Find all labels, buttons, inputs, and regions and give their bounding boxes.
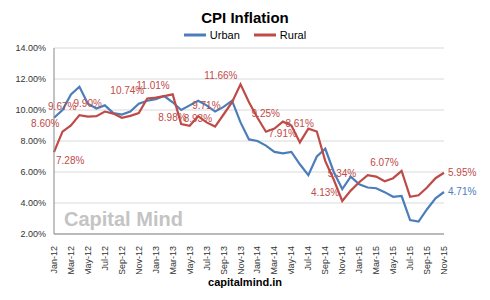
svg-text:10.00%: 10.00% — [15, 105, 46, 115]
svg-text:May-14: May-14 — [286, 246, 296, 274]
svg-text:May-12: May-12 — [83, 246, 93, 274]
svg-text:May-15: May-15 — [388, 246, 398, 274]
svg-text:Nov-14: Nov-14 — [337, 246, 347, 274]
svg-text:Mar-13: Mar-13 — [168, 246, 178, 274]
svg-text:9.90%: 9.90% — [74, 98, 102, 109]
html-text:Urban: Urban — [209, 29, 240, 41]
svg-text:6.07%: 6.07% — [370, 157, 398, 168]
html-text:CPI Inflation: CPI Inflation — [201, 9, 289, 26]
svg-text:7.91%: 7.91% — [269, 128, 297, 139]
svg-text:9.71%: 9.71% — [192, 100, 220, 111]
svg-text:10.74%: 10.74% — [110, 84, 145, 96]
svg-text:5.95%: 5.95% — [448, 167, 476, 178]
svg-text:Jul-14: Jul-14 — [303, 246, 313, 271]
svg-text:4.71%: 4.71% — [448, 186, 476, 197]
svg-text:Sep-15: Sep-15 — [422, 246, 432, 274]
html-text:capitalmind.in: capitalmind.in — [208, 276, 282, 288]
svg-text:Jan-12: Jan-12 — [49, 246, 59, 274]
svg-text:11.01%: 11.01% — [137, 80, 170, 91]
svg-text:Nov-15: Nov-15 — [439, 246, 449, 274]
svg-text:8.00%: 8.00% — [20, 136, 46, 146]
svg-text:Sep-13: Sep-13 — [219, 246, 229, 274]
html-text:Rural: Rural — [279, 29, 307, 41]
svg-text:Mar-12: Mar-12 — [66, 246, 76, 274]
svg-text:Jan-13: Jan-13 — [151, 246, 161, 274]
svg-text:6.00%: 6.00% — [20, 167, 46, 177]
svg-text:Sep-14: Sep-14 — [320, 246, 330, 274]
svg-text:Jul-13: Jul-13 — [202, 246, 212, 271]
svg-text:11.66%: 11.66% — [204, 70, 237, 81]
svg-text:9.67%: 9.67% — [48, 101, 76, 112]
svg-text:Nov-13: Nov-13 — [236, 246, 246, 274]
svg-text:8.98%: 8.98% — [158, 112, 186, 123]
svg-text:8.93%: 8.93% — [184, 113, 212, 124]
html-text:Capital Mind: Capital Mind — [64, 208, 183, 230]
svg-text:7.28%: 7.28% — [56, 155, 84, 166]
svg-text:8.61%: 8.61% — [285, 118, 313, 129]
svg-text:Sep-12: Sep-12 — [117, 246, 127, 274]
svg-text:14.00%: 14.00% — [15, 43, 46, 53]
svg-text:Mar-14: Mar-14 — [269, 246, 279, 274]
svg-text:Jan-14: Jan-14 — [252, 246, 262, 274]
svg-text:9.25%: 9.25% — [252, 108, 280, 119]
svg-text:4.13%: 4.13% — [311, 187, 339, 198]
svg-text:12.00%: 12.00% — [15, 74, 46, 84]
svg-text:5.34%: 5.34% — [328, 168, 356, 179]
svg-text:4.00%: 4.00% — [20, 198, 46, 208]
svg-text:2.00%: 2.00% — [20, 229, 46, 239]
svg-text:Mar-15: Mar-15 — [371, 246, 381, 274]
svg-text:Nov-12: Nov-12 — [134, 246, 144, 274]
svg-text:Jul-15: Jul-15 — [405, 246, 415, 271]
svg-text:8.60%: 8.60% — [31, 118, 59, 129]
svg-text:May-13: May-13 — [185, 246, 195, 274]
svg-text:Jan-15: Jan-15 — [354, 246, 364, 274]
svg-text:Jul-12: Jul-12 — [100, 246, 110, 271]
